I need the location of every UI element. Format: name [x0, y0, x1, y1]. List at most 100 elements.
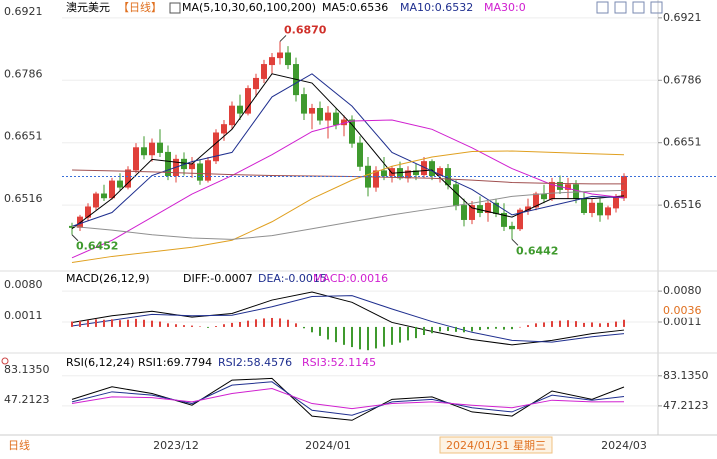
line-series [71, 150, 625, 263]
histogram-bar [351, 326, 353, 348]
candle-body [157, 142, 163, 153]
histogram-bar [287, 319, 289, 327]
tool-icon[interactable] [632, 1, 645, 14]
tool-icon[interactable] [650, 1, 663, 14]
histogram-bar [135, 318, 137, 327]
histogram-bar [575, 321, 577, 327]
histogram-bar [327, 326, 329, 340]
histogram-bar [543, 322, 545, 327]
line-series [71, 387, 625, 410]
candle-body [317, 107, 323, 121]
histogram-bar [183, 325, 185, 327]
candle-body [189, 163, 195, 170]
histogram-bar [343, 326, 345, 345]
candle-body [269, 57, 275, 66]
candle-body [541, 193, 547, 200]
histogram-bar [423, 326, 425, 335]
candle-body [245, 88, 251, 114]
candle-body [453, 184, 459, 207]
tool-icon[interactable] [614, 1, 627, 14]
histogram-bar [487, 326, 489, 330]
histogram-bar [335, 326, 337, 343]
histogram-bar [527, 325, 529, 327]
settings-icon[interactable] [1, 357, 9, 365]
y-tick-label: 0.0011 [4, 309, 43, 322]
candle-body [621, 175, 627, 199]
candle-body [133, 147, 139, 171]
period-label[interactable]: 日线 [8, 438, 30, 452]
y-tick-label: 0.6921 [4, 5, 43, 18]
x-tick-label: 2023/12 [153, 439, 199, 452]
line-series [71, 189, 625, 240]
histogram-bar [591, 322, 593, 327]
tool-icon[interactable] [596, 1, 609, 14]
histogram-bar [447, 326, 449, 331]
histogram-bar [151, 320, 153, 327]
histogram-bar [271, 317, 273, 327]
histogram-bar [391, 326, 393, 345]
indicator-label: MA(5,10,30,60,100,200) [182, 1, 316, 14]
candle-body [229, 105, 235, 126]
histogram-bar [175, 324, 177, 327]
panel-title: RSI(6,12,24) [66, 356, 134, 369]
y-tick-label: 0.6516 [663, 198, 702, 211]
indicator-icon[interactable] [169, 2, 181, 14]
legend-entry: RSI2:58.4576 [218, 356, 292, 369]
candle-body [237, 105, 243, 114]
y-tick-label: 47.2123 [663, 399, 709, 412]
histogram-bar [519, 326, 521, 328]
histogram-bar [87, 320, 89, 327]
histogram-bar [95, 319, 97, 327]
candle-body [597, 202, 603, 216]
candle-body [517, 209, 523, 230]
legend-entry: MA10:0.6532 [400, 1, 473, 14]
candle-body [285, 52, 291, 66]
histogram-bar [119, 320, 121, 327]
candle-body [381, 170, 387, 177]
plot-area [71, 377, 625, 421]
legend-entry: RSI3:52.1145 [302, 356, 376, 369]
candle-body [437, 168, 443, 177]
candle-body [469, 205, 475, 220]
line-series [71, 295, 625, 343]
cursor-value-label: 0.0036 [663, 304, 702, 317]
panel-subtitle: 【日线】 [118, 0, 162, 14]
candle-body [333, 112, 339, 126]
candle-body [205, 160, 211, 181]
histogram-bar [495, 326, 497, 329]
histogram-bar [583, 322, 585, 327]
panel-title: MACD(26,12,9) [66, 272, 150, 285]
histogram-bar [191, 325, 193, 327]
y-tick-label: 83.1350 [663, 369, 709, 382]
legend-entry: DEA:-0.0015 [258, 272, 327, 285]
histogram-bar [279, 318, 281, 327]
histogram-bar [431, 326, 433, 334]
annotation-marker [71, 234, 79, 242]
histogram-bar [127, 319, 129, 327]
histogram-bar [471, 326, 473, 332]
annotation-marker [511, 238, 519, 246]
candle-body [117, 180, 123, 188]
histogram-bar [415, 326, 417, 339]
histogram-bar [503, 326, 505, 330]
histogram-bar [215, 326, 217, 327]
candle-body [349, 119, 355, 144]
cursor-value-box [660, 303, 706, 318]
annotation-label: 0.6452 [76, 240, 118, 253]
line-series [71, 73, 625, 227]
candle-body [589, 202, 595, 214]
y-tick-label: 0.0080 [663, 284, 702, 297]
histogram-bar [615, 321, 617, 327]
x-tick-label: 2024/03 [601, 439, 647, 452]
histogram-bar [303, 326, 305, 329]
histogram-bar [375, 326, 377, 349]
candle-body [485, 202, 491, 214]
histogram-bar [463, 326, 465, 333]
histogram-bar [535, 323, 537, 327]
histogram-bar [319, 326, 321, 336]
histogram-bar [407, 326, 409, 341]
histogram-bar [263, 318, 265, 327]
candle-body [509, 225, 515, 230]
candle-body [221, 124, 227, 134]
